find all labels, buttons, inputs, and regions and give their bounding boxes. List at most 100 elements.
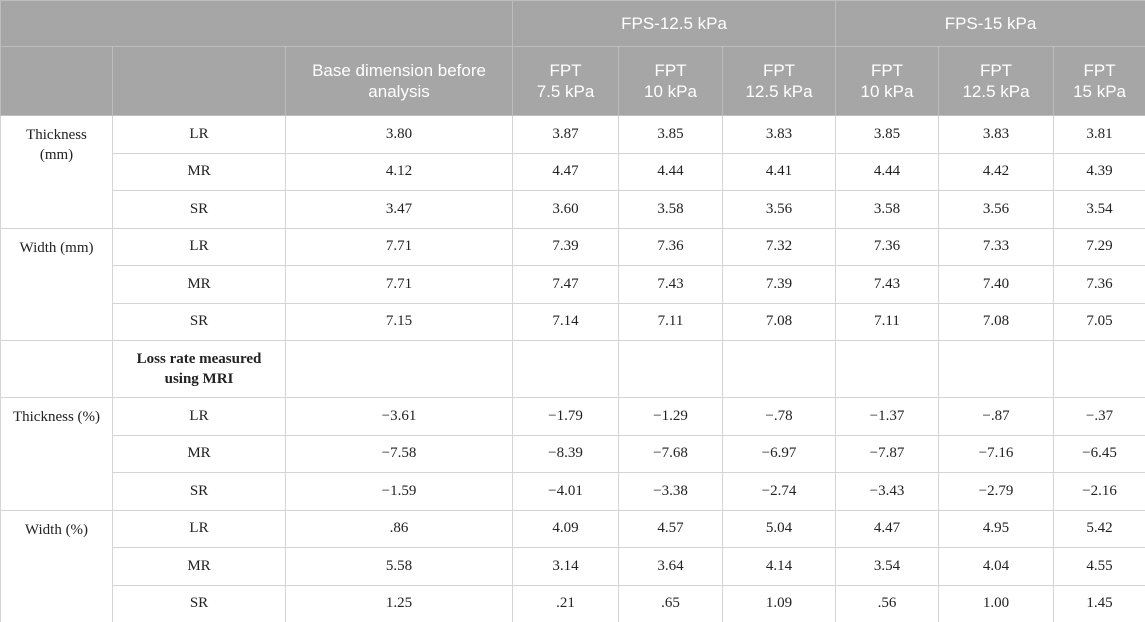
cell-value: 3.56 [722,190,837,229]
empty-cell [618,340,724,398]
cell-value: −.37 [1053,397,1145,436]
cell-value: −7.87 [835,434,940,473]
group-header: FPS-12.5 kPa [512,0,837,47]
empty-cell [1053,340,1145,398]
cell-value: 3.54 [835,547,940,586]
cell-value: 4.09 [512,509,620,548]
cell-value: 7.11 [835,302,940,341]
empty-cell [0,340,113,398]
column-header: FPT 7.5 kPa [512,46,620,116]
empty-cell [512,340,620,398]
cell-value: −7.68 [618,434,724,473]
empty-cell [835,340,940,398]
cell-value: 7.39 [512,227,620,266]
cell-value: 3.14 [512,547,620,586]
group-header: FPS-15 kPa [835,0,1145,47]
cell-value: 7.71 [284,265,514,304]
cell-value: 4.12 [284,152,514,191]
column-header: FPT 10 kPa [618,46,724,116]
column-header: FPT 12.5 kPa [722,46,837,116]
table-row: SR 7.15 7.14 7.11 7.08 7.11 7.08 7.05 [1,302,1145,341]
cell-value: 5.58 [284,547,514,586]
header-blank [0,46,113,116]
table-row: Base dimension before analysis FPT 7.5 kP… [0,46,1145,116]
cell-value: 7.40 [938,265,1055,304]
cell-value: 1.25 [284,584,514,622]
cell-value: −2.74 [722,472,837,511]
row-label: MR [112,265,286,304]
cell-value: .86 [284,509,514,548]
row-label: SR [112,472,286,511]
cell-value: 7.15 [284,302,514,341]
header-blank [0,0,514,47]
cell-value: 4.47 [512,152,620,191]
cell-value: −7.58 [284,434,514,473]
cell-value: 1.45 [1053,584,1145,622]
cell-value: 4.44 [835,152,940,191]
cell-value: 3.58 [835,190,940,229]
table-row: Thickness (mm) LR 3.80 3.87 3.85 3.83 3.85 3.83… [0,115,1145,229]
cell-value: −1.29 [618,397,724,436]
cell-value: 7.11 [618,302,724,341]
group-label: Width (mm) [0,227,113,341]
cell-value: 3.54 [1053,190,1145,229]
cell-value: −3.43 [835,472,940,511]
cell-value: 7.33 [938,227,1055,266]
cell-value: 3.83 [938,115,1055,154]
cell-value: 3.81 [1053,115,1145,154]
row-label: MR [112,547,286,586]
table-row: MR 5.58 3.14 3.64 4.14 3.54 4.04 4.55 [1,547,1145,586]
cell-value: 4.04 [938,547,1055,586]
empty-cell [284,340,514,398]
cell-value: 4.14 [722,547,837,586]
row-label: LR [112,509,286,548]
cell-value: 7.36 [835,227,940,266]
group-label: Thickness (%) [0,397,113,511]
row-label: SR [112,190,286,229]
cell-value: −6.97 [722,434,837,473]
table-row: FPS-12.5 kPa FPS-15 kPa [0,0,1145,47]
table-row: SR −1.59 −4.01 −3.38 −2.74 −3.43 −2.79 −2.16 [1,472,1145,511]
column-header: Base dimension before analysis [284,46,514,116]
row-label: MR [112,152,286,191]
empty-cell [722,340,837,398]
cell-value: 3.83 [722,115,837,154]
cell-value: 3.58 [618,190,724,229]
cell-value: .21 [512,584,620,622]
cell-value: 7.39 [722,265,837,304]
table-row: MR 4.12 4.47 4.44 4.41 4.44 4.42 4.39 [1,152,1145,191]
cell-value: 3.80 [284,115,514,154]
cell-value: 3.85 [618,115,724,154]
row-label: SR [112,584,286,622]
cell-value: −1.79 [512,397,620,436]
cell-value: 5.42 [1053,509,1145,548]
cell-value: −3.38 [618,472,724,511]
table-row: Width (%) LR .86 4.09 4.57 5.04 4.47 4.95 5.42 [0,509,1145,622]
cell-value: −1.37 [835,397,940,436]
cell-value: 4.95 [938,509,1055,548]
cell-value: 4.39 [1053,152,1145,191]
cell-value: 4.41 [722,152,837,191]
column-header: FPT 15 kPa [1053,46,1145,116]
cell-value: −2.79 [938,472,1055,511]
header-blank [112,46,286,116]
empty-cell [938,340,1055,398]
cell-value: 7.05 [1053,302,1145,341]
cell-value: −8.39 [512,434,620,473]
row-label: LR [112,227,286,266]
cell-value: 7.43 [618,265,724,304]
cell-value: 1.09 [722,584,837,622]
cell-value: −3.61 [284,397,514,436]
cell-value: 4.42 [938,152,1055,191]
cell-value: .56 [835,584,940,622]
cell-value: 4.55 [1053,547,1145,586]
cell-value: 7.32 [722,227,837,266]
cell-value: 4.47 [835,509,940,548]
cell-value: 3.85 [835,115,940,154]
cell-value: 7.08 [722,302,837,341]
row-label: LR [112,397,286,436]
column-header: FPT 12.5 kPa [938,46,1055,116]
cell-value: 7.29 [1053,227,1145,266]
